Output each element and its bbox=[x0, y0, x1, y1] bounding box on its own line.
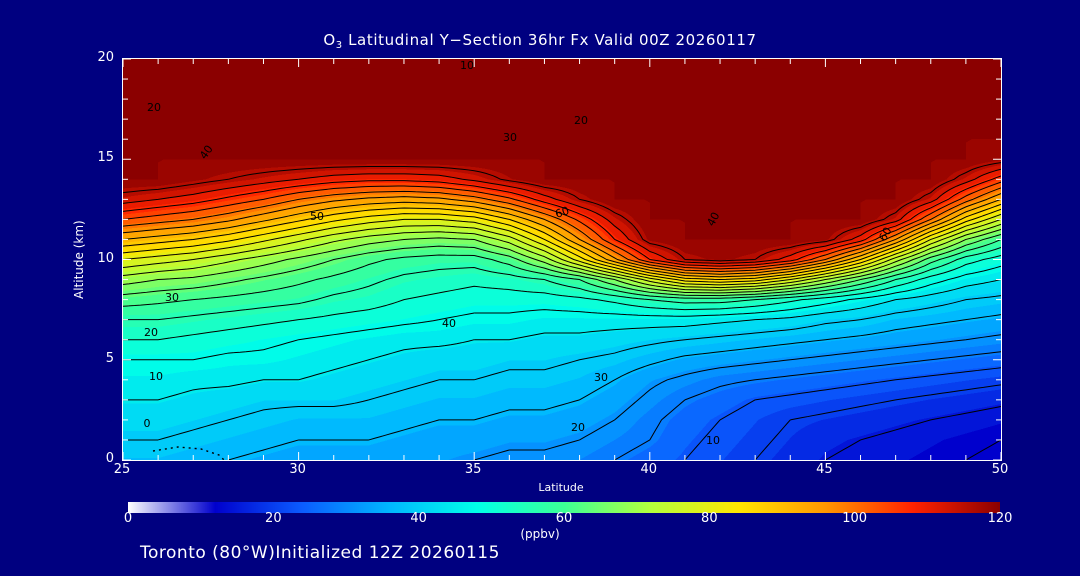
x-tick-label: 30 bbox=[289, 462, 306, 477]
colorbar bbox=[128, 498, 1000, 513]
contour-label: 10 bbox=[706, 434, 720, 447]
y-tick-label: 10 bbox=[97, 250, 114, 266]
colorbar-gradient bbox=[128, 502, 1000, 513]
svg-text:30: 30 bbox=[165, 291, 179, 304]
page-title: O3 Latitudinal Y−Section 36hr Fx Valid 0… bbox=[0, 31, 1080, 51]
y-axis-label: Altitude (km) bbox=[72, 219, 86, 299]
colorbar-tick-label: 40 bbox=[410, 511, 427, 526]
y-tick-label: 15 bbox=[97, 150, 114, 166]
contour-label: 20 bbox=[571, 421, 585, 434]
title-rest: Latitudinal Y−Section 36hr Fx Valid 00Z … bbox=[342, 31, 757, 49]
svg-text:20: 20 bbox=[571, 421, 585, 434]
colorbar-tick-label: 20 bbox=[265, 511, 282, 526]
svg-text:20: 20 bbox=[147, 101, 161, 114]
contour-label: 40 bbox=[704, 210, 722, 228]
contour-label: 20 bbox=[147, 101, 161, 114]
svg-text:20: 20 bbox=[574, 114, 588, 127]
colorbar-tick-label: 120 bbox=[987, 511, 1013, 526]
svg-text:30: 30 bbox=[594, 371, 608, 384]
contour-label: 30 bbox=[503, 131, 517, 144]
svg-text:0: 0 bbox=[144, 417, 151, 430]
contour-label: 60 bbox=[876, 225, 894, 244]
contour-label: 10 bbox=[460, 59, 474, 72]
footer-caption: Toronto (80°W)Initialized 12Z 20260115 bbox=[140, 543, 500, 563]
x-tick-label: 50 bbox=[991, 462, 1009, 477]
contour-label: 40 bbox=[442, 317, 456, 330]
colorbar-tick-label: 0 bbox=[123, 511, 133, 526]
svg-text:40: 40 bbox=[442, 317, 456, 330]
contour-label: 50 bbox=[310, 210, 324, 223]
x-tick-label: 25 bbox=[113, 462, 131, 477]
svg-text:20: 20 bbox=[144, 326, 158, 339]
y-tick-label: 0 bbox=[105, 451, 114, 466]
svg-text:30: 30 bbox=[503, 131, 517, 144]
svg-text:50: 50 bbox=[310, 210, 324, 223]
x-tick-label: 35 bbox=[464, 462, 482, 477]
title-subscript: 3 bbox=[335, 40, 343, 51]
x-tick-label: 40 bbox=[640, 462, 658, 477]
svg-text:10: 10 bbox=[460, 59, 474, 72]
colorbar-units: (ppbv) bbox=[520, 527, 560, 541]
svg-text:60: 60 bbox=[876, 225, 894, 244]
contour-label: 60 bbox=[553, 204, 570, 221]
colorbar-tick-label: 60 bbox=[555, 511, 573, 526]
colorbar-tick-label: 80 bbox=[701, 511, 718, 526]
contour-label: 0 bbox=[144, 417, 151, 430]
contour-label: 10 bbox=[149, 370, 163, 383]
contour-label: 20 bbox=[574, 114, 588, 127]
contour-label: 30 bbox=[594, 371, 608, 384]
x-axis-label: Latitude bbox=[538, 481, 584, 494]
x-tick-label: 45 bbox=[816, 462, 833, 477]
svg-text:60: 60 bbox=[553, 204, 570, 221]
y-tick-label: 20 bbox=[97, 50, 114, 65]
title-prefix: O bbox=[323, 31, 336, 49]
contour-label: 30 bbox=[165, 291, 179, 304]
y-tick-label: 5 bbox=[105, 350, 114, 366]
colorbar-tick-label: 100 bbox=[842, 511, 868, 526]
contour-plot-area: 10 20 20 30 40 50 60 40 60 30 20 40 10 30 20 10 0 bbox=[122, 58, 1002, 461]
svg-text:40: 40 bbox=[704, 210, 722, 228]
svg-text:10: 10 bbox=[149, 370, 163, 383]
contour-label: 20 bbox=[144, 326, 158, 339]
svg-text:10: 10 bbox=[706, 434, 720, 447]
